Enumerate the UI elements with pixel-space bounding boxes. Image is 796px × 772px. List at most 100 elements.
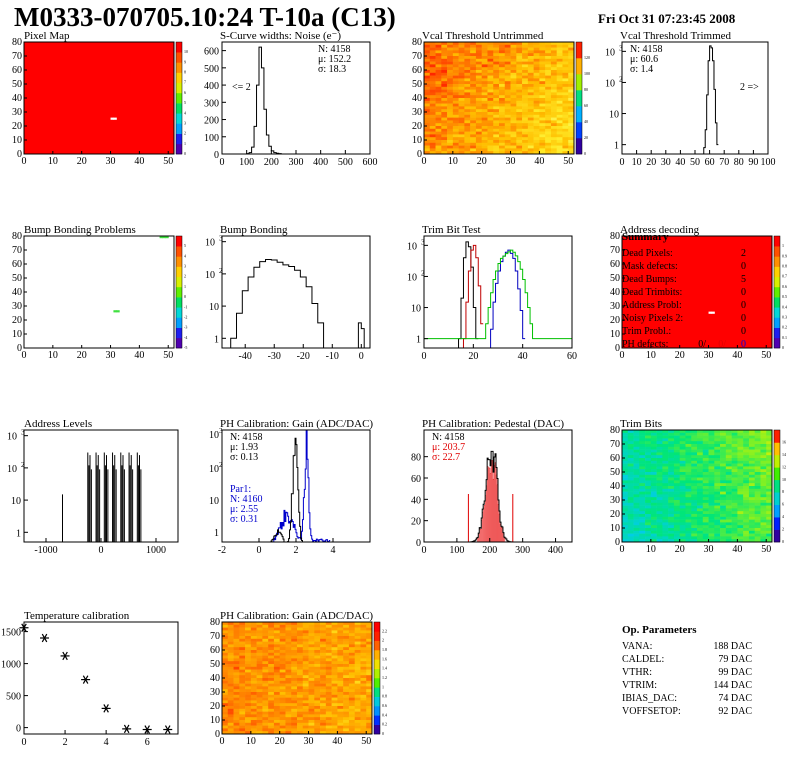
map-cell: [679, 491, 686, 495]
y-tick-label: 1: [214, 334, 219, 345]
map-cell: [622, 533, 629, 537]
map-cell: [475, 75, 482, 79]
map-cell: [622, 435, 629, 439]
series-3: [424, 249, 572, 348]
map-cell: [343, 627, 350, 631]
map-cell: [527, 78, 534, 82]
x-tick-label: 10: [48, 156, 58, 167]
map-cell: [348, 683, 355, 687]
map-cell: [250, 627, 257, 631]
map-cell: [725, 525, 732, 529]
map-cell: [668, 516, 675, 520]
map-cell: [568, 126, 575, 130]
map-cell: [314, 666, 321, 670]
map-cell: [227, 672, 234, 676]
map-cell: [662, 494, 669, 498]
x-tick-label: 30: [704, 350, 714, 361]
map-cell: [633, 522, 640, 526]
x-tick-label: 40: [134, 350, 144, 361]
x-tick-label: 30: [106, 156, 116, 167]
map-cell: [429, 95, 436, 99]
map-cell: [568, 151, 575, 155]
map-cell: [279, 678, 286, 682]
map-cell: [268, 624, 275, 628]
map-cell: [748, 466, 755, 470]
map-cell: [545, 109, 552, 113]
map-cell: [499, 58, 506, 62]
map-cell: [343, 680, 350, 684]
y-tick-label: 1: [16, 528, 21, 539]
map-cell: [256, 703, 263, 707]
map-cell: [493, 148, 500, 152]
map-cell: [331, 658, 338, 662]
map-cell: [662, 480, 669, 484]
map-cell: [627, 497, 634, 501]
map-cell: [493, 42, 500, 46]
map-cell: [458, 72, 465, 76]
palette-swatch: [176, 317, 182, 328]
map-cell: [320, 731, 327, 735]
map-cell: [714, 435, 721, 439]
map-cell: [668, 430, 675, 434]
map-cell: [668, 480, 675, 484]
palette-swatch: [176, 82, 182, 94]
map-cell: [627, 480, 634, 484]
map-cell: [302, 638, 309, 642]
map-cell: [452, 64, 459, 68]
map-cell: [343, 669, 350, 673]
map-cell: [668, 435, 675, 439]
x-tick-label: 50: [690, 157, 700, 168]
map-cell: [673, 460, 680, 464]
map-cell: [302, 658, 309, 662]
map-cell: [743, 446, 750, 450]
map-cell: [464, 148, 471, 152]
map-cell: [227, 700, 234, 704]
map-cell: [510, 42, 517, 46]
map-cell: [645, 469, 652, 473]
y-tick-label: 10: [412, 135, 422, 146]
map-cell: [475, 53, 482, 57]
map-cell: [645, 519, 652, 523]
map-cell: [475, 100, 482, 104]
map-cell: [622, 455, 629, 459]
map-cell: [273, 728, 280, 732]
map-cell: [325, 680, 332, 684]
x-tick-label: 100: [449, 545, 464, 556]
map-cell: [650, 536, 657, 540]
map-cell: [673, 505, 680, 509]
map-cell: [731, 477, 738, 481]
map-cell: [314, 655, 321, 659]
map-cell: [239, 692, 246, 696]
map-cell: [337, 624, 344, 628]
map-cell: [262, 725, 269, 729]
map-cell: [320, 678, 327, 682]
map-cell: [239, 694, 246, 698]
map-cell: [685, 460, 692, 464]
map-cell: [668, 536, 675, 540]
map-cell: [748, 519, 755, 523]
map-cell: [464, 56, 471, 60]
map-cell: [622, 502, 629, 506]
map-cell: [697, 519, 704, 523]
map-cell: [748, 474, 755, 478]
map-cell: [522, 92, 529, 96]
map-cell: [297, 630, 304, 634]
map-cell: [522, 117, 529, 121]
star-stroke: [41, 633, 48, 643]
map-cell: [291, 622, 298, 626]
map-cell: [668, 514, 675, 518]
map-cell: [527, 56, 534, 60]
map-cell: [539, 103, 546, 107]
map-cell: [516, 106, 523, 110]
y-tick-label: 10: [209, 464, 219, 475]
map-cell: [320, 683, 327, 687]
x-tick-label: 40: [332, 736, 342, 747]
map-cell: [679, 508, 686, 512]
map-cell: [297, 694, 304, 698]
map-cell: [308, 692, 315, 696]
map-cell: [308, 694, 315, 698]
map-cell: [731, 444, 738, 448]
